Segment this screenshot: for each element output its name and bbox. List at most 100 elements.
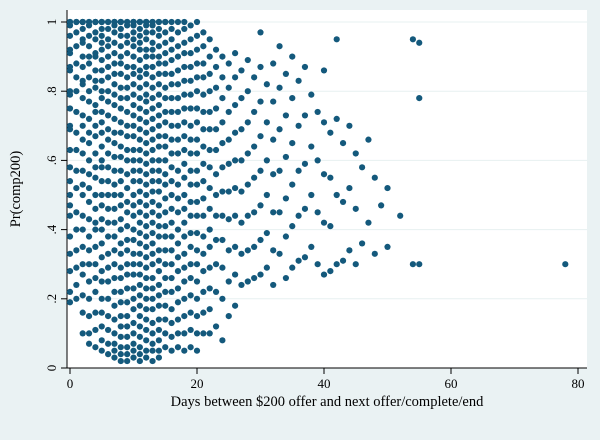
data-point	[117, 216, 124, 223]
data-point	[263, 191, 270, 199]
data-point	[92, 150, 99, 157]
data-point	[79, 212, 86, 219]
data-point	[282, 112, 289, 119]
data-point	[212, 191, 220, 199]
data-point	[117, 167, 124, 174]
data-point	[289, 223, 296, 230]
data-point	[130, 236, 137, 244]
data-point	[143, 264, 150, 271]
data-point	[66, 22, 74, 29]
data-point	[225, 216, 232, 223]
data-point	[130, 53, 137, 60]
data-point	[105, 136, 112, 143]
data-point	[73, 43, 80, 50]
data-point	[212, 105, 220, 112]
data-point	[111, 191, 118, 199]
data-point	[136, 250, 143, 257]
data-point	[212, 288, 220, 295]
data-point	[149, 95, 156, 102]
data-point	[206, 285, 213, 292]
data-point	[124, 63, 131, 71]
data-point	[130, 330, 137, 337]
data-point	[181, 25, 188, 33]
data-point	[225, 278, 232, 285]
data-point	[117, 95, 124, 102]
x-axis-title: Days between $200 offer and next offer/c…	[171, 394, 484, 410]
data-point	[136, 157, 143, 164]
data-point	[162, 39, 169, 46]
data-point	[155, 212, 162, 219]
data-point	[200, 43, 207, 50]
data-point	[117, 32, 124, 39]
data-point	[155, 32, 162, 39]
data-point	[187, 309, 194, 316]
data-point	[162, 233, 169, 240]
data-point	[79, 81, 86, 88]
data-point	[117, 333, 124, 340]
y-tick-label: .2	[44, 294, 59, 304]
data-point	[162, 60, 169, 67]
data-point	[85, 60, 93, 67]
data-point	[130, 133, 137, 140]
data-point	[105, 250, 112, 257]
data-point	[73, 29, 80, 36]
data-point	[117, 178, 124, 185]
data-point	[92, 219, 99, 226]
data-point	[149, 240, 156, 247]
data-point	[232, 243, 239, 250]
data-point	[143, 129, 150, 136]
data-point	[168, 46, 175, 53]
data-point	[66, 191, 74, 199]
data-point	[124, 344, 131, 351]
data-point	[79, 63, 86, 71]
data-point	[143, 274, 150, 282]
data-point	[98, 108, 105, 116]
data-point	[155, 233, 162, 240]
data-point	[219, 212, 226, 219]
data-point	[85, 157, 93, 164]
data-point	[117, 105, 124, 112]
data-point	[276, 84, 283, 91]
data-point	[212, 212, 220, 219]
data-point	[98, 18, 105, 26]
data-point	[168, 347, 175, 354]
data-point	[174, 108, 182, 116]
data-point	[282, 70, 289, 77]
data-point	[174, 67, 182, 74]
data-point	[149, 63, 156, 71]
data-point	[181, 205, 188, 212]
data-point	[320, 219, 328, 226]
data-point	[149, 219, 156, 226]
data-point	[168, 18, 175, 26]
x-tick-label: 80	[572, 376, 585, 391]
data-point	[98, 309, 105, 316]
data-point	[117, 313, 124, 320]
data-point	[105, 233, 112, 240]
data-point	[174, 299, 182, 306]
data-point	[327, 223, 334, 230]
data-point	[85, 140, 93, 147]
data-point	[155, 316, 162, 323]
data-point	[130, 146, 137, 154]
data-point	[143, 295, 150, 302]
data-point	[124, 50, 131, 57]
data-point	[117, 129, 124, 136]
data-point	[187, 181, 194, 188]
data-point	[251, 108, 258, 116]
data-point	[136, 178, 143, 185]
data-point	[238, 281, 245, 289]
data-point	[85, 43, 93, 50]
data-point	[225, 247, 232, 254]
data-point	[79, 167, 86, 174]
data-point	[162, 274, 169, 282]
data-point	[136, 146, 143, 154]
data-point	[136, 209, 143, 216]
data-point	[130, 29, 137, 36]
data-point	[162, 133, 169, 140]
data-point	[168, 306, 175, 313]
data-point	[219, 140, 226, 147]
data-point	[136, 229, 143, 237]
data-point	[105, 36, 112, 43]
data-point	[174, 29, 182, 36]
data-point	[117, 119, 124, 126]
